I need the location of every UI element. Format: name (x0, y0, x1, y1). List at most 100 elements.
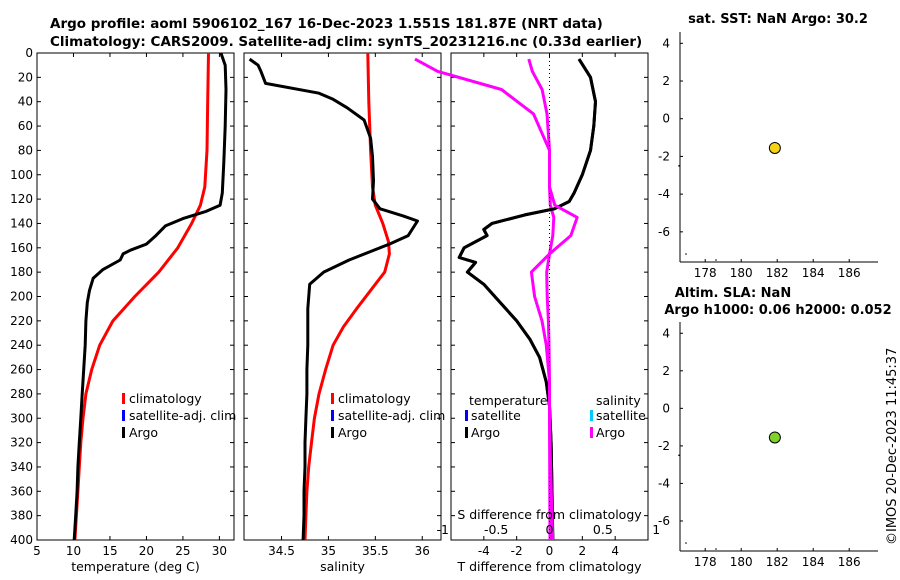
sla-coast-dot (715, 548, 717, 550)
difference-legend-t-label: satellite (471, 408, 521, 423)
difference-legend-t-swatch (465, 410, 468, 421)
temperature-ytick-label: 400 (10, 533, 33, 547)
temperature-ytick-label: 200 (10, 290, 33, 304)
temperature-ytick-label: 160 (10, 241, 33, 255)
sla-ytick-label: 2 (662, 364, 670, 378)
temperature-ytick-label: 140 (10, 216, 33, 230)
sst-ytick-label: -4 (658, 187, 670, 201)
sla-argo-marker (768, 431, 781, 444)
salinity-legend-swatch (331, 393, 334, 404)
temperature-ytick-label: 320 (10, 436, 33, 450)
sla-coast-dot (685, 542, 687, 544)
sla-ytick-label: -4 (658, 476, 670, 490)
difference-legend-s-swatch (590, 427, 593, 438)
difference-legend-s-title: salinity (596, 393, 641, 408)
temperature-legend-swatch (122, 410, 125, 421)
difference-series-t-difference-argo- (457, 58, 597, 541)
difference-s-tick-label: -1 (437, 522, 449, 537)
salinity-xtick-label: 34.5 (268, 544, 295, 558)
sla-title: Altim. SLA: NaN (675, 286, 791, 301)
difference-xtick-label: -4 (478, 544, 490, 558)
temperature-xtick-label: 25 (175, 544, 190, 558)
salinity-series-argo (248, 57, 419, 541)
sla-subtitle: Argo h1000: 0.06 h2000: 0.052 (664, 303, 891, 318)
difference-s-axis-label: S difference from climatology (457, 507, 642, 522)
salinity-legend-swatch (331, 427, 334, 438)
temperature-ytick-label: 360 (10, 484, 33, 498)
salinity-legend-label: climatology (338, 391, 411, 406)
title-line-1: Argo profile: aoml 5906102_167 16-Dec-20… (50, 16, 603, 32)
temperature-ytick-label: 60 (18, 119, 33, 133)
difference-series-t-difference-argo- (457, 58, 597, 541)
salinity-series-climatology (303, 52, 391, 541)
sst-xtick-label: 182 (766, 266, 789, 280)
difference-xlabel: T difference from climatology (456, 559, 642, 574)
sst-ytick-label: 2 (662, 74, 670, 88)
difference-s-tick-label: 0 (546, 522, 554, 537)
sst-xtick-label: 180 (730, 266, 753, 280)
temperature-xlabel: temperature (deg C) (71, 559, 200, 574)
sla-xtick-label: 186 (838, 555, 861, 569)
difference-xtick-label: 0 (546, 544, 554, 558)
temperature-legend-swatch (122, 393, 125, 404)
sla-xtick-label: 182 (766, 555, 789, 569)
difference-xtick-label: -2 (511, 544, 523, 558)
temperature-series-argo (72, 52, 228, 541)
salinity-legend-label: satellite-adj. clim (338, 408, 445, 423)
difference-xtick-label: 4 (611, 544, 619, 558)
temperature-legend-label: climatology (129, 391, 202, 406)
sla-ytick-label: -2 (658, 439, 670, 453)
difference-legend-s-swatch (590, 410, 593, 421)
temperature-ytick-label: 300 (10, 411, 33, 425)
temperature-xtick-label: 15 (102, 544, 117, 558)
difference-series-s-difference-argo- (414, 57, 579, 541)
salinity-xtick-label: 35 (321, 544, 336, 558)
salinity-axes-frame (243, 52, 442, 541)
temperature-legend-swatch (122, 427, 125, 438)
sst-ytick-label: 4 (662, 36, 670, 50)
sst-coast-dot (678, 165, 680, 167)
temperature-xtick-label: 5 (33, 544, 41, 558)
difference-s-tick-label: -0.5 (484, 522, 508, 537)
sst-xtick-label: 186 (838, 266, 861, 280)
sst-xtick-label: 184 (802, 266, 825, 280)
sst-ytick-label: 0 (662, 112, 670, 126)
temperature-ytick-label: 180 (10, 265, 33, 279)
temperature-ytick-label: 340 (10, 460, 33, 474)
sla-xtick-label: 184 (802, 555, 825, 569)
temperature-xtick-label: 20 (139, 544, 154, 558)
sst-ytick-label: -6 (658, 225, 670, 239)
sst-ytick-label: -2 (658, 149, 670, 163)
temperature-ytick-label: 80 (18, 143, 33, 157)
difference-legend-t-label: Argo (471, 425, 500, 440)
temperature-ytick-label: 20 (18, 70, 33, 84)
difference-legend-s-label: satellite (596, 408, 646, 423)
temperature-ytick-label: 240 (10, 338, 33, 352)
sla-ytick-label: -6 (658, 514, 670, 528)
temperature-ytick-label: 260 (10, 363, 33, 377)
salinity-xtick-label: 36 (415, 544, 430, 558)
difference-s-tick-label: 0.5 (593, 522, 613, 537)
sst-coast-dot (685, 253, 687, 255)
temperature-legend-label: satellite-adj. clim (129, 408, 236, 423)
temperature-ytick-label: 120 (10, 192, 33, 206)
sst-coast-dot (715, 259, 717, 261)
temperature-ytick-label: 220 (10, 314, 33, 328)
imos-watermark: ©IMOS 20-Dec-2023 11:45:37 (885, 348, 900, 545)
temperature-legend-label: Argo (129, 425, 158, 440)
title-line-2: Climatology: CARS2009. Satellite-adj cli… (50, 34, 642, 50)
temperature-ytick-label: 100 (10, 168, 33, 182)
sla-ytick-label: 4 (662, 326, 670, 340)
sla-ytick-label: 0 (662, 401, 670, 415)
temperature-ytick-label: 380 (10, 509, 33, 523)
sst-title: sat. SST: NaN Argo: 30.2 (688, 12, 868, 27)
temperature-xtick-label: 10 (66, 544, 81, 558)
difference-s-tick-label: 1 (652, 522, 660, 537)
difference-xtick-label: 2 (579, 544, 587, 558)
sla-xtick-label: 178 (694, 555, 717, 569)
salinity-legend-swatch (331, 410, 334, 421)
sla-coast-dot (678, 454, 680, 457)
temperature-ytick-label: 0 (25, 46, 33, 60)
salinity-legend-label: Argo (338, 425, 367, 440)
